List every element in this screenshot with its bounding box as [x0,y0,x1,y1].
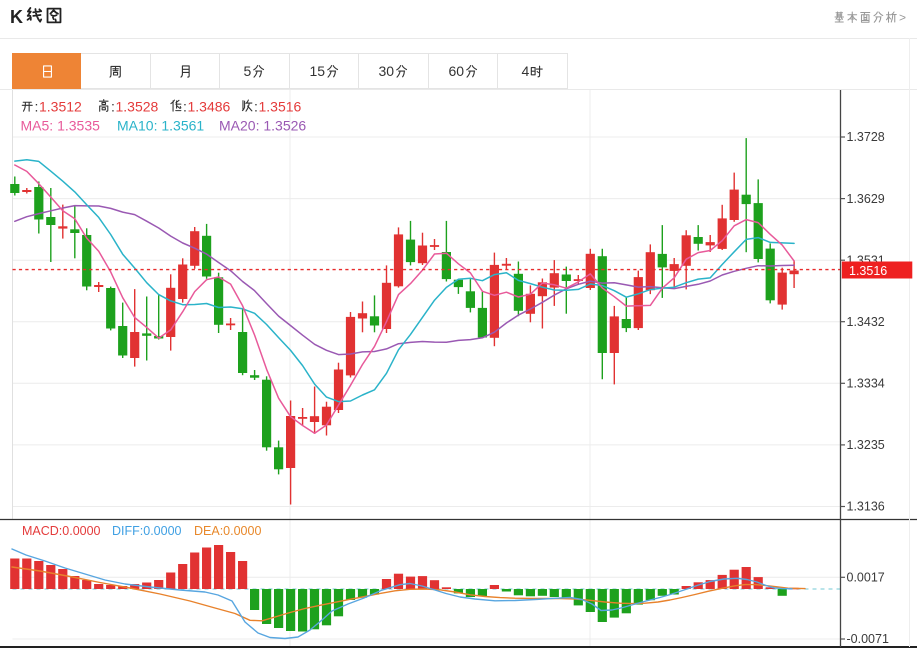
svg-text::: : [183,99,187,115]
svg-text:1.3629: 1.3629 [847,192,885,206]
svg-text:1.3516: 1.3516 [259,99,302,115]
svg-text::: : [254,99,258,115]
svg-text:MA10: 1.3561: MA10: 1.3561 [117,118,204,134]
svg-text:1.3432: 1.3432 [847,315,885,329]
svg-text:4: 4 [522,63,530,79]
svg-text::: : [111,99,115,115]
svg-text::: : [35,99,39,115]
svg-text:0.0017: 0.0017 [847,571,885,585]
svg-text:>: > [899,11,906,25]
svg-text:1.3512: 1.3512 [39,99,82,115]
svg-text:1.3516: 1.3516 [849,264,887,278]
svg-text:30: 30 [379,63,395,79]
svg-text:DIFF:0.0000: DIFF:0.0000 [112,524,182,538]
svg-text:K: K [10,7,23,27]
svg-text:1.3334: 1.3334 [847,377,885,391]
svg-text:MACD:0.0000: MACD:0.0000 [22,524,101,538]
svg-text:60: 60 [448,63,464,79]
svg-text:1.3235: 1.3235 [847,438,885,452]
svg-text:1.3728: 1.3728 [847,130,885,144]
svg-text:1.3486: 1.3486 [188,99,231,115]
svg-text:5: 5 [244,63,252,79]
svg-text:1.3528: 1.3528 [116,99,159,115]
svg-text:15: 15 [309,63,325,79]
svg-text:DEA:0.0000: DEA:0.0000 [194,524,261,538]
svg-text:1.3136: 1.3136 [847,500,885,514]
svg-text:MA5: 1.3535: MA5: 1.3535 [21,118,101,134]
svg-text:-0.0071: -0.0071 [847,632,889,646]
svg-text:MA20: 1.3526: MA20: 1.3526 [219,118,306,134]
